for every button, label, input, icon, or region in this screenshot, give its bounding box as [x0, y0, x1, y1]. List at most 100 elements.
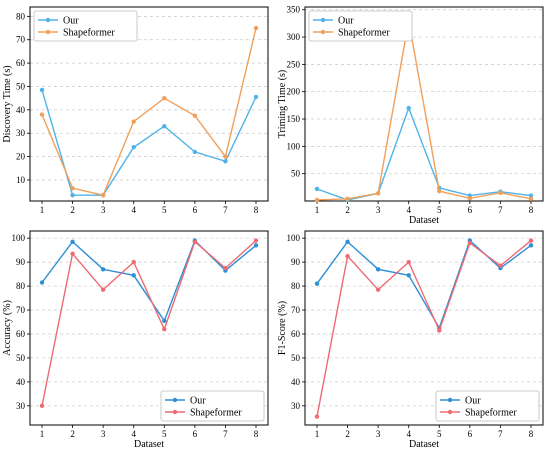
y-tick-label: 100: [12, 233, 26, 243]
data-point: [70, 239, 75, 244]
y-tick-label: 250: [287, 59, 301, 69]
y-tick-label: 40: [291, 377, 301, 387]
data-point: [467, 240, 473, 246]
x-tick-label: 8: [529, 429, 534, 439]
y-tick-label: 80: [16, 11, 26, 21]
x-tick-label: 6: [468, 429, 473, 439]
x-tick-label: 3: [376, 205, 381, 215]
x-tick-label: 8: [254, 429, 259, 439]
y-tick-label: 50: [16, 81, 26, 91]
data-point: [253, 243, 259, 248]
y-tick-label: 50: [291, 169, 301, 179]
legend-label: Shapeformer: [338, 28, 390, 39]
x-tick-label: 3: [101, 205, 106, 215]
series-line: [41, 240, 257, 406]
plot-frame: [304, 6, 544, 202]
x-tick-label: 4: [406, 205, 411, 215]
data-point: [467, 196, 473, 201]
x-axis-label: Dataset: [409, 439, 439, 450]
y-tick-label: 20: [16, 152, 26, 162]
series-shapeformer: [314, 238, 534, 419]
data-point: [162, 95, 167, 101]
legend-label: Our: [465, 396, 481, 407]
data-point: [314, 281, 320, 286]
series-line: [41, 239, 257, 323]
legend-swatch-marker: [172, 397, 178, 403]
plot-frame: [29, 6, 269, 202]
legend-swatch-marker: [447, 409, 453, 415]
series-line: [316, 240, 532, 417]
legend-label: Shapeformer: [465, 408, 517, 419]
data-point: [528, 193, 534, 198]
x-tick-label: 4: [131, 205, 136, 215]
data-point: [406, 105, 411, 111]
x-tick-label: 1: [315, 429, 320, 439]
data-point: [375, 287, 381, 292]
data-point: [192, 149, 198, 155]
y-tick-label: 10: [16, 175, 26, 185]
data-point: [498, 263, 503, 268]
y-tick-label: 70: [16, 35, 26, 45]
legend-box: [435, 390, 540, 422]
x-tick-label: 7: [498, 205, 503, 215]
chart-panel-2: 50 100 150 200 250 300 350 1 2 3 4 5 6 7 8 Dataset Trimi…: [277, 5, 544, 226]
series-line: [41, 27, 257, 196]
x-axis-label: Dataset: [409, 215, 439, 226]
data-point: [345, 196, 350, 202]
y-tick-label: 80: [291, 281, 301, 291]
legend-swatch-marker: [172, 409, 178, 415]
series-our: [39, 87, 259, 198]
data-point: [162, 318, 167, 324]
data-point: [70, 251, 75, 256]
series-shapeformer: [314, 18, 534, 203]
data-point: [314, 197, 320, 203]
data-point: [131, 259, 136, 265]
legend-box: [33, 10, 138, 42]
data-point: [70, 185, 75, 191]
data-point: [131, 119, 136, 124]
legend-box: [308, 10, 413, 42]
x-tick-label: 6: [193, 205, 198, 215]
y-tick-label: 80: [16, 281, 26, 291]
data-point: [39, 280, 45, 285]
x-tick-label: 3: [101, 429, 106, 439]
data-point: [39, 403, 45, 409]
y-tick-label: 50: [291, 353, 301, 363]
y-tick-label: 60: [16, 329, 26, 339]
series-line: [316, 20, 532, 201]
series-our: [314, 105, 534, 203]
x-tick-label: 5: [437, 429, 442, 439]
legend-swatch-marker: [45, 17, 51, 23]
data-point: [100, 192, 106, 198]
data-point: [253, 238, 259, 243]
legend-swatch-marker: [320, 17, 326, 23]
y-tick-label: 350: [287, 5, 301, 15]
x-tick-label: 7: [223, 205, 228, 215]
y-tick-label: 70: [291, 305, 301, 315]
data-point: [162, 124, 167, 129]
data-point: [437, 188, 442, 194]
data-point: [100, 267, 106, 272]
x-tick-label: 8: [254, 205, 259, 215]
data-point: [375, 267, 381, 272]
data-point: [528, 238, 534, 243]
data-point: [39, 112, 45, 117]
x-tick-label: 7: [223, 429, 228, 439]
data-point: [39, 87, 45, 93]
y-tick-label: 90: [291, 257, 301, 267]
data-point: [406, 273, 411, 278]
data-point: [528, 196, 534, 202]
data-point: [314, 414, 320, 419]
legend-box: [160, 390, 265, 422]
data-point: [345, 253, 350, 259]
x-tick-label: 8: [529, 205, 534, 215]
x-tick-label: 2: [70, 429, 75, 439]
x-tick-label: 5: [162, 429, 167, 439]
legend-label: Shapeformer: [63, 28, 115, 39]
data-point: [498, 190, 503, 196]
data-point: [223, 159, 228, 164]
